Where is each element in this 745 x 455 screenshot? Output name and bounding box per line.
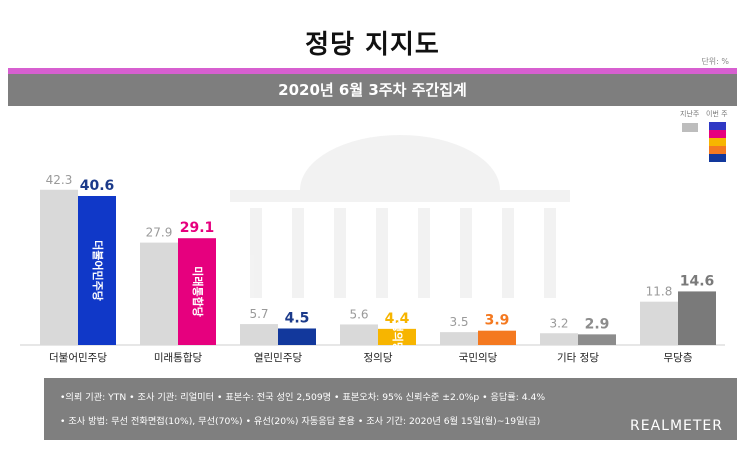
legend-current-swatch-2 bbox=[709, 138, 726, 146]
label-current-3: 4.4 bbox=[385, 311, 410, 327]
chart-title: 정당 지지도 bbox=[305, 30, 440, 60]
bar-inner-label-3: 정의당 bbox=[391, 322, 405, 352]
legend-previous-swatch bbox=[682, 123, 698, 132]
category-label-0: 더불어민주당 bbox=[49, 352, 107, 364]
bar-inner-label-0: 더불어민주당 bbox=[91, 240, 105, 301]
unit-label: 단위: % bbox=[701, 57, 729, 66]
legend: 지난주 이번 주 bbox=[678, 109, 736, 165]
category-label-3: 정의당 bbox=[364, 352, 393, 364]
label-current-2: 4.5 bbox=[285, 310, 310, 326]
bar-current-0 bbox=[78, 195, 116, 345]
survey-info-box: •의뢰 기관: YTN • 조사 기관: 리얼미터 • 표본수: 전국 성인 2… bbox=[44, 378, 737, 440]
bar-current-1 bbox=[178, 238, 216, 345]
header-stripe bbox=[8, 68, 737, 74]
category-label-2: 열린민주당 bbox=[254, 352, 303, 364]
label-previous-4: 3.5 bbox=[449, 315, 468, 329]
label-current-5: 2.9 bbox=[585, 316, 610, 332]
label-previous-3: 5.6 bbox=[349, 307, 368, 321]
label-current-6: 14.6 bbox=[680, 273, 715, 289]
watermark-building bbox=[230, 135, 570, 298]
legend-current-swatches bbox=[709, 122, 726, 162]
label-previous-6: 11.8 bbox=[646, 285, 673, 299]
bar-inner-label-1: 미래통합당 bbox=[191, 266, 205, 317]
legend-current-label: 이번 주 bbox=[706, 110, 728, 118]
bar-previous-6 bbox=[640, 301, 678, 345]
legend-current-swatch-0 bbox=[709, 122, 726, 130]
category-label-4: 국민의당 bbox=[459, 352, 498, 364]
bar-current-2 bbox=[278, 328, 316, 345]
bar-previous-3 bbox=[340, 324, 378, 345]
label-current-1: 29.1 bbox=[180, 220, 215, 236]
chart-subtitle: 2020년 6월 3주차 주간집계 bbox=[8, 74, 737, 106]
label-previous-1: 27.9 bbox=[146, 226, 173, 240]
bar-current-6 bbox=[678, 291, 716, 345]
category-label-1: 미래통합당 bbox=[154, 352, 203, 364]
bar-previous-4 bbox=[440, 332, 478, 345]
bar-previous-5 bbox=[540, 333, 578, 345]
label-current-4: 3.9 bbox=[485, 313, 510, 329]
bar-previous-2 bbox=[240, 324, 278, 345]
legend-current-swatch-1 bbox=[709, 130, 726, 138]
category-label-5: 기타 정당 bbox=[557, 352, 599, 364]
bar-previous-0 bbox=[40, 189, 78, 345]
bar-current-4 bbox=[478, 330, 516, 345]
legend-current-swatch-3 bbox=[709, 146, 726, 154]
brand-logo: REALMETER bbox=[630, 418, 723, 434]
bar-current-3 bbox=[378, 328, 416, 345]
label-previous-5: 3.2 bbox=[549, 316, 568, 330]
category-label-6: 무당층 bbox=[664, 352, 693, 364]
bar-previous-1 bbox=[140, 242, 178, 345]
survey-info-line-1: •의뢰 기관: YTN • 조사 기관: 리얼미터 • 표본수: 전국 성인 2… bbox=[60, 392, 546, 403]
legend-previous-label: 지난주 bbox=[680, 110, 700, 118]
label-previous-0: 42.3 bbox=[46, 173, 73, 187]
legend-current-swatch-4 bbox=[709, 154, 726, 162]
survey-info-line-2: • 조사 방법: 무선 전화면접(10%), 무선(70%) • 유선(20%)… bbox=[60, 416, 541, 427]
label-previous-2: 5.7 bbox=[249, 307, 268, 321]
label-current-0: 40.6 bbox=[80, 178, 115, 194]
bar-current-5 bbox=[578, 334, 616, 345]
